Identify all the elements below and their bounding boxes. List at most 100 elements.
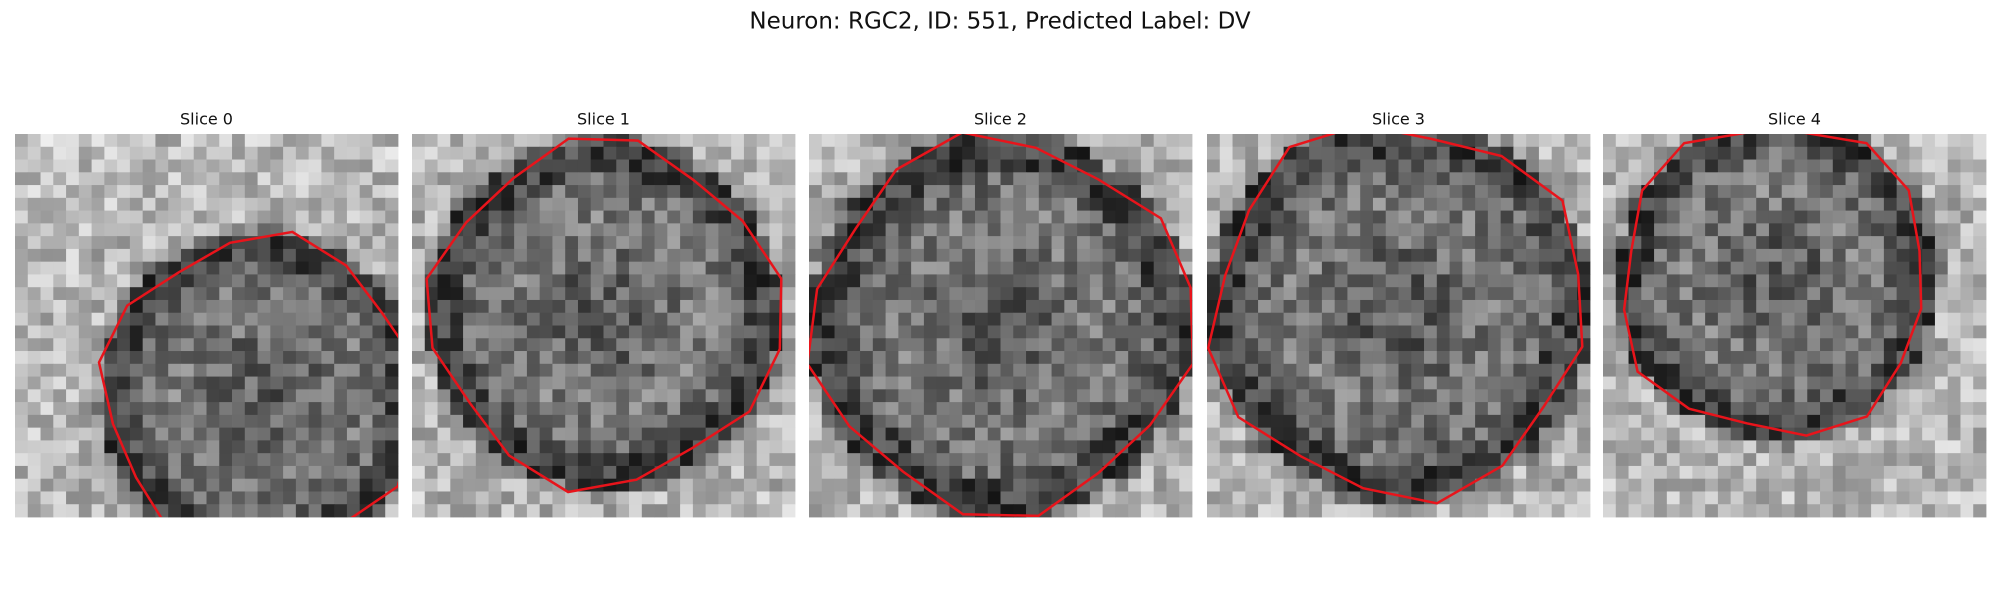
pixel xyxy=(962,478,976,492)
pixel xyxy=(257,185,271,199)
pixel xyxy=(1896,325,1910,339)
pixel xyxy=(193,185,207,199)
pixel xyxy=(1666,236,1680,250)
pixel xyxy=(1577,172,1591,186)
pixel xyxy=(885,134,899,148)
pixel xyxy=(1128,312,1142,326)
pixel xyxy=(168,478,182,492)
pixel xyxy=(949,248,963,263)
pixel xyxy=(1064,197,1078,211)
pixel xyxy=(1153,363,1167,377)
pixel xyxy=(437,465,451,480)
pixel xyxy=(1500,274,1514,288)
pixel xyxy=(1398,210,1412,224)
pixel xyxy=(565,159,579,173)
pixel xyxy=(616,210,630,224)
pixel xyxy=(1909,351,1923,365)
pixel xyxy=(1219,312,1233,326)
pixel xyxy=(193,453,207,467)
pixel xyxy=(463,376,477,390)
pixel xyxy=(1245,491,1259,505)
pixel xyxy=(616,427,630,441)
pixel xyxy=(705,453,719,467)
pixel xyxy=(1692,236,1706,250)
pixel xyxy=(641,236,655,250)
contour xyxy=(425,137,783,494)
pixel xyxy=(1717,491,1732,505)
pixel xyxy=(1462,248,1476,263)
pixel xyxy=(834,274,848,288)
pixel xyxy=(616,338,630,352)
pixel xyxy=(872,197,886,211)
pixel xyxy=(450,248,464,263)
pixel xyxy=(1896,504,1910,518)
pixel xyxy=(809,389,823,403)
pixel xyxy=(577,134,592,148)
pixel xyxy=(769,453,783,467)
pixel xyxy=(1679,287,1693,301)
pixel xyxy=(1140,274,1155,288)
pixel xyxy=(450,223,464,237)
pixel xyxy=(437,376,451,390)
pixel xyxy=(1871,491,1885,505)
pixel xyxy=(244,363,258,377)
pixel xyxy=(629,363,643,377)
pixel xyxy=(898,504,912,518)
pixel xyxy=(66,491,80,505)
pixel xyxy=(577,465,592,480)
pixel xyxy=(629,146,643,160)
pixel xyxy=(898,236,912,250)
pixel xyxy=(1909,287,1923,301)
pixel xyxy=(385,236,399,250)
pixel xyxy=(1258,146,1272,160)
pixel xyxy=(1807,389,1821,403)
pixel xyxy=(680,504,694,518)
pixel xyxy=(923,453,938,467)
pixel xyxy=(1026,146,1040,160)
pixel xyxy=(1207,248,1221,263)
pixel xyxy=(1832,427,1846,441)
pixel xyxy=(1270,287,1284,301)
pixel xyxy=(1717,376,1732,390)
pixel xyxy=(1500,261,1514,275)
pixel xyxy=(270,248,284,263)
pixel xyxy=(1000,261,1014,275)
pixel xyxy=(78,414,92,429)
pixel xyxy=(577,210,592,224)
pixel xyxy=(949,261,963,275)
pixel xyxy=(180,363,195,377)
pixel xyxy=(1077,325,1091,339)
pixel xyxy=(1449,338,1463,352)
pixel xyxy=(1115,248,1129,263)
pixel xyxy=(1245,287,1259,301)
pixel xyxy=(1245,134,1259,148)
pixel xyxy=(1436,376,1450,390)
pixel xyxy=(206,504,220,518)
pixel xyxy=(1730,236,1744,250)
pixel xyxy=(1232,491,1246,505)
pixel xyxy=(1654,261,1668,275)
pixel xyxy=(911,504,925,518)
pixel xyxy=(1398,440,1412,454)
pixel xyxy=(321,504,335,518)
pixel xyxy=(1666,402,1680,416)
pixel xyxy=(463,504,477,518)
pixel xyxy=(206,287,220,301)
pixel xyxy=(1321,389,1336,403)
pixel xyxy=(1487,274,1502,288)
pixel xyxy=(117,274,131,288)
pixel xyxy=(283,402,297,416)
pixel xyxy=(1128,389,1142,403)
pixel xyxy=(155,261,169,275)
pixel xyxy=(1166,478,1180,492)
pixel xyxy=(718,376,732,390)
pixel xyxy=(898,274,912,288)
pixel xyxy=(1794,440,1808,454)
pixel xyxy=(1347,185,1361,199)
pixel xyxy=(1411,440,1425,454)
pixel xyxy=(705,248,719,263)
pixel xyxy=(809,210,823,224)
pixel xyxy=(962,440,976,454)
pixel xyxy=(385,351,399,365)
pixel xyxy=(705,159,719,173)
